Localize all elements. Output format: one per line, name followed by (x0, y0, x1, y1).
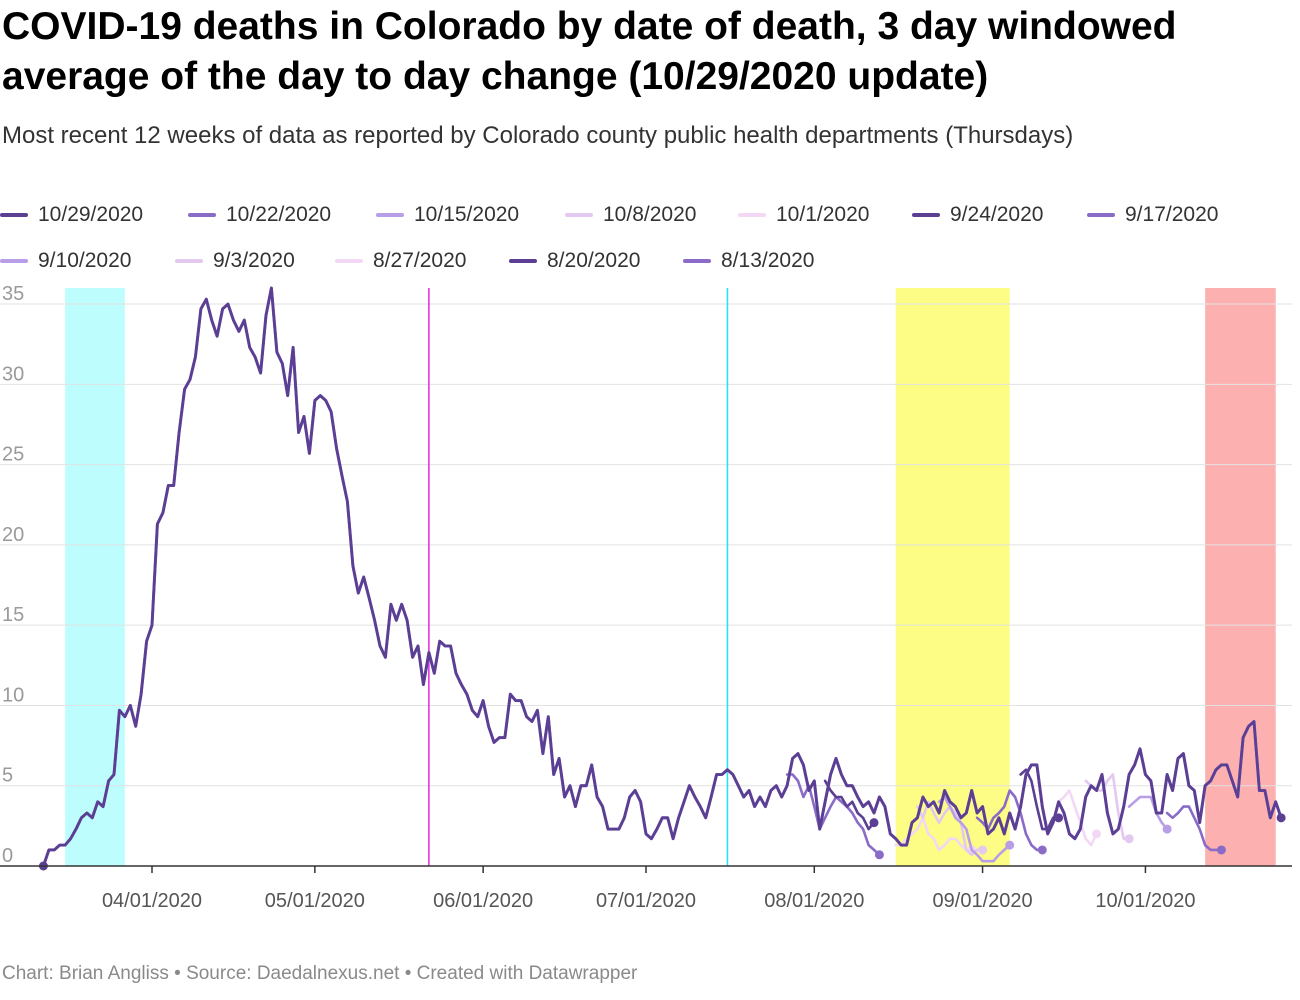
series-line-9-10-2020-end-dot (1005, 840, 1015, 850)
legend-swatch (175, 259, 203, 263)
vlines-layer (428, 288, 729, 866)
legend-label: 10/1/2020 (776, 203, 870, 226)
legend-item: 8/20/2020 (509, 246, 640, 276)
y-tick-label: 35 (2, 283, 24, 305)
legend-label: 8/13/2020 (721, 249, 815, 272)
legend-swatch (1087, 213, 1115, 217)
chart-subtitle: Most recent 12 weeks of data as reported… (2, 122, 1074, 149)
legend-swatch (912, 213, 940, 217)
legend-item: 9/3/2020 (175, 246, 295, 276)
legend-item: 9/17/2020 (1087, 200, 1218, 230)
series-line-9-17-2020-end-dot (1037, 845, 1047, 855)
series-line-9-3-2020-end-dot (978, 845, 988, 855)
y-axis: 0 5 10 15 20 25 30 35 (2, 283, 24, 867)
chart-footer: Chart: Brian Angliss • Source: Daedalnex… (2, 963, 638, 984)
y-tick-label: 15 (2, 604, 24, 626)
legend-item: 8/13/2020 (683, 246, 814, 276)
series-line-10-22-2020-main (41, 286, 1283, 868)
grid-layer (0, 303, 1292, 787)
y-tick-label: 20 (2, 524, 24, 546)
chart-title: COVID-19 deaths in Colorado by date of d… (2, 5, 1177, 98)
chart-legend: 10/29/2020 10/22/2020 10/15/2020 10/8/2020 1… (0, 196, 1300, 286)
series-line-10-29-2020 (42, 286, 1283, 868)
legend-swatch (0, 259, 28, 263)
x-tick-label: 06/01/2020 (433, 890, 533, 912)
series-line-10-22-2020 (1165, 805, 1223, 852)
legend-label: 8/20/2020 (547, 249, 641, 272)
bands-layer (65, 288, 1276, 866)
legend-label: 10/15/2020 (414, 203, 520, 226)
series-line-10-22-2020-end-dot (1216, 845, 1226, 855)
legend-item: 9/10/2020 (0, 246, 131, 276)
legend-label: 9/3/2020 (213, 249, 295, 272)
legend-swatch (376, 213, 404, 217)
legend-item: 8/27/2020 (335, 246, 466, 276)
x-tick-label: 05/01/2020 (265, 890, 365, 912)
y-tick-label: 10 (2, 684, 24, 706)
series-line-8-20-2020 (823, 779, 876, 831)
legend-swatch (683, 259, 711, 263)
legend-label: 9/24/2020 (950, 203, 1044, 226)
x-tick-label: 04/01/2020 (102, 890, 202, 912)
x-tick-label: 09/01/2020 (933, 890, 1033, 912)
y-tick-label: 30 (2, 363, 24, 385)
legend-item: 10/29/2020 (0, 200, 143, 230)
series-line-10-15-2020-end-dot (1162, 824, 1172, 834)
series-line-8-20-2020-end-dot (869, 818, 879, 828)
x-tick-label: 10/01/2020 (1095, 890, 1195, 912)
legend-label: 10/22/2020 (226, 203, 332, 226)
legend-item: 10/22/2020 (188, 200, 331, 230)
series-line-10-8-2020-end-dot (1124, 834, 1134, 844)
y-tick-label: 5 (2, 765, 13, 787)
legend-label: 8/27/2020 (373, 249, 467, 272)
legend-swatch (509, 259, 537, 263)
series-line-8-13-2020 (785, 773, 881, 857)
highlight-band (895, 288, 1010, 866)
y-tick-label: 0 (2, 845, 13, 867)
series-layer (38, 286, 1286, 871)
chart-plot: 0 5 10 15 20 25 30 35 04/01/2020 05/01/2020 06/01… (0, 283, 1292, 912)
legend-swatch (188, 213, 216, 217)
x-tick-label: 08/01/2020 (764, 890, 864, 912)
x-tick-label: 07/01/2020 (596, 890, 696, 912)
legend-label: 9/10/2020 (38, 249, 132, 272)
legend-item: 10/1/2020 (738, 200, 869, 230)
series-line-10-1-2020 (1057, 789, 1098, 847)
x-axis: 04/01/2020 05/01/2020 06/01/2020 07/01/2020… (0, 865, 1292, 912)
legend-item: 10/15/2020 (376, 200, 519, 230)
legend-label: 10/29/2020 (38, 203, 144, 226)
legend-swatch (335, 259, 363, 263)
legend-label: 10/8/2020 (603, 203, 697, 226)
legend-item: 9/24/2020 (912, 200, 1043, 230)
legend-item: 10/8/2020 (565, 200, 696, 230)
legend-label: 9/17/2020 (1125, 203, 1219, 226)
legend-swatch (565, 213, 593, 217)
series-line-8-13-2020-end-dot (874, 850, 884, 860)
highlight-band (65, 288, 125, 866)
series-line-10-15-2020 (1127, 795, 1169, 831)
legend-swatch (0, 213, 28, 217)
series-line-9-10-2020 (937, 795, 1011, 863)
series-line-10-29-2020-end-dot (1276, 813, 1286, 823)
y-tick-label: 25 (2, 444, 24, 466)
series-line-10-1-2020-end-dot (1092, 829, 1102, 839)
legend-swatch (738, 213, 766, 217)
